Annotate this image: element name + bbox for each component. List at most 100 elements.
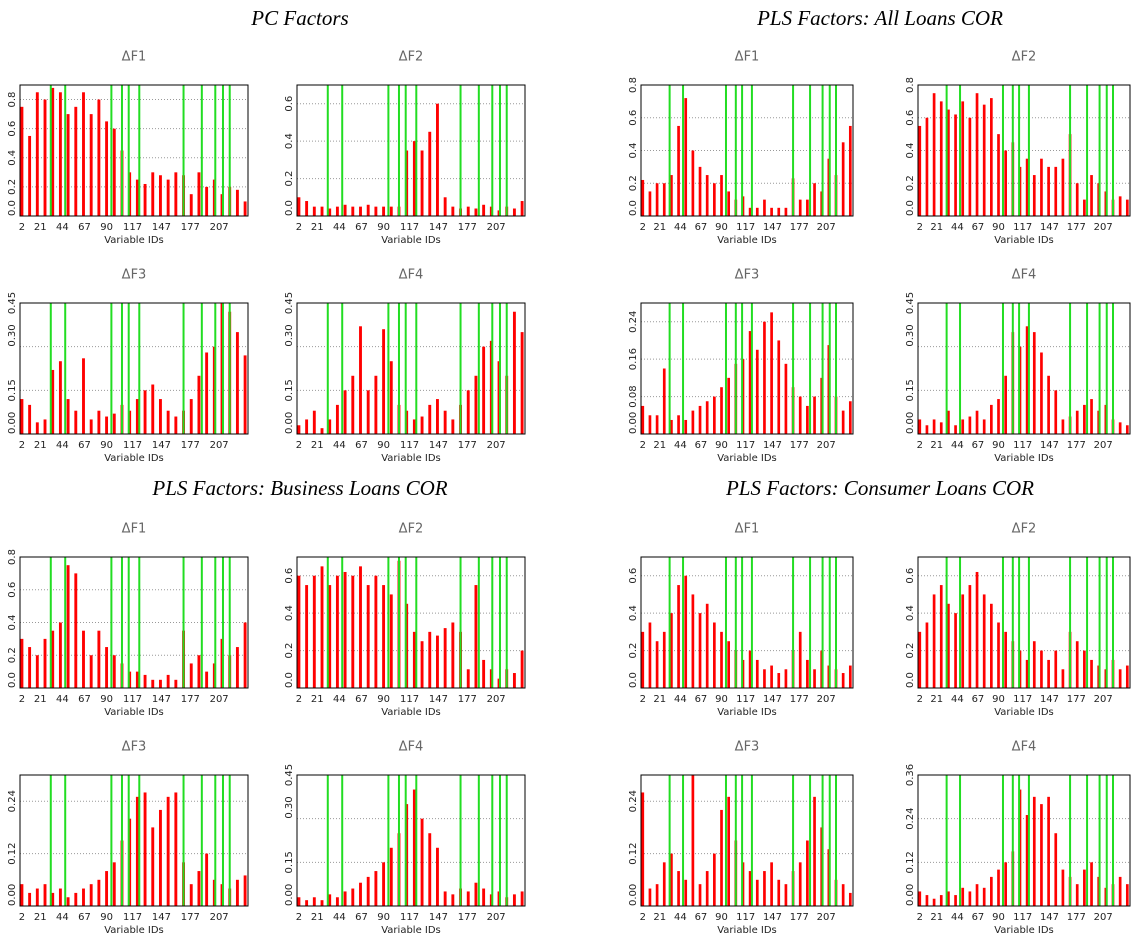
bar [1047, 375, 1050, 434]
plot-frame [19, 774, 249, 907]
bar [641, 405, 645, 434]
bar [151, 172, 155, 216]
x-tick-label: 44 [56, 912, 69, 923]
bar [243, 875, 247, 906]
x-tick-label: 117 [400, 912, 419, 923]
group-title: PC Factors [250, 6, 348, 30]
bar [848, 125, 852, 216]
bar [1061, 669, 1065, 688]
bar [670, 613, 673, 688]
bar [918, 125, 922, 216]
x-tick-label: 177 [458, 222, 477, 233]
bar [1032, 175, 1036, 216]
bar [813, 796, 816, 906]
bar [806, 659, 809, 688]
bar [684, 419, 688, 434]
bar [997, 399, 1000, 434]
x-tick-label: 2 [19, 222, 25, 233]
bar [159, 399, 162, 434]
bar [343, 571, 347, 688]
bar [813, 183, 816, 216]
bar [1004, 375, 1008, 434]
bar [1125, 199, 1129, 216]
x-tick-label: 90 [992, 912, 1005, 923]
bar [1025, 815, 1029, 906]
bar [1075, 183, 1079, 216]
plot-frame [917, 302, 1131, 435]
x-tick-label: 207 [487, 440, 506, 451]
x-tick-label: 2 [917, 222, 923, 233]
x-tick-label: 117 [123, 440, 142, 451]
y-tick-label: 0.12 [7, 842, 18, 864]
y-tick-label: 0.2 [7, 647, 18, 663]
bar [66, 565, 70, 688]
x-tick-label: 177 [790, 222, 809, 233]
y-tick-label: 0.0 [628, 200, 639, 216]
x-tick-label: 44 [674, 440, 687, 451]
y-tick-label: 0.15 [905, 379, 916, 401]
bar [968, 585, 972, 688]
bar [335, 206, 339, 216]
x-tick-label: 117 [736, 694, 755, 705]
x-tick-label: 21 [653, 912, 666, 923]
bar [727, 796, 731, 906]
x-tick-label: 44 [674, 694, 687, 705]
bar [351, 575, 355, 688]
x-tick-label: 117 [400, 440, 419, 451]
bar [482, 204, 486, 216]
bar [648, 191, 652, 216]
bar [655, 183, 659, 216]
bar [813, 669, 816, 688]
bar [655, 641, 659, 688]
x-tick-label: 44 [56, 222, 69, 233]
bar [939, 585, 943, 688]
y-tick-label: 0.15 [7, 379, 18, 401]
x-tick-label: 177 [181, 912, 200, 923]
bar [1032, 641, 1036, 688]
x-tick-label: 90 [100, 694, 113, 705]
bar [1083, 404, 1086, 434]
x-tick-label: 67 [695, 694, 708, 705]
bar [918, 631, 922, 688]
bar [466, 206, 470, 216]
x-axis-label: Variable IDs [104, 235, 164, 246]
bar [1047, 659, 1050, 688]
y-tick-label: 0.45 [284, 764, 295, 786]
x-tick-label: 21 [930, 222, 943, 233]
bar [159, 679, 162, 688]
bar [691, 410, 695, 434]
bar [43, 419, 47, 434]
panel-title: ΔF4 [1012, 268, 1037, 283]
x-tick-label: 90 [992, 222, 1005, 233]
bar [112, 655, 116, 688]
bar [1040, 352, 1043, 434]
bar [720, 631, 723, 688]
x-tick-label: 147 [763, 222, 782, 233]
x-tick-label: 44 [951, 694, 964, 705]
bar [466, 390, 470, 434]
plot-frame [640, 774, 854, 907]
bar [648, 888, 652, 906]
x-tick-label: 207 [487, 222, 506, 233]
bar [748, 650, 752, 688]
bar [343, 204, 347, 216]
x-tick-label: 90 [377, 222, 390, 233]
bar [698, 405, 702, 434]
x-tick-label: 117 [1013, 440, 1032, 451]
bar [770, 665, 773, 688]
x-tick-label: 207 [817, 912, 836, 923]
bar [848, 665, 852, 688]
x-axis-label: Variable IDs [104, 925, 164, 936]
bar [328, 585, 332, 688]
bar [954, 425, 957, 434]
bar [990, 603, 993, 688]
x-tick-label: 67 [972, 440, 985, 451]
bar [197, 375, 201, 434]
bar [648, 415, 652, 434]
x-tick-label: 207 [487, 912, 506, 923]
bar [932, 898, 936, 906]
y-tick-label: 0.2 [628, 175, 639, 191]
bar [135, 671, 139, 688]
bar [135, 796, 139, 906]
x-tick-label: 207 [1094, 694, 1113, 705]
